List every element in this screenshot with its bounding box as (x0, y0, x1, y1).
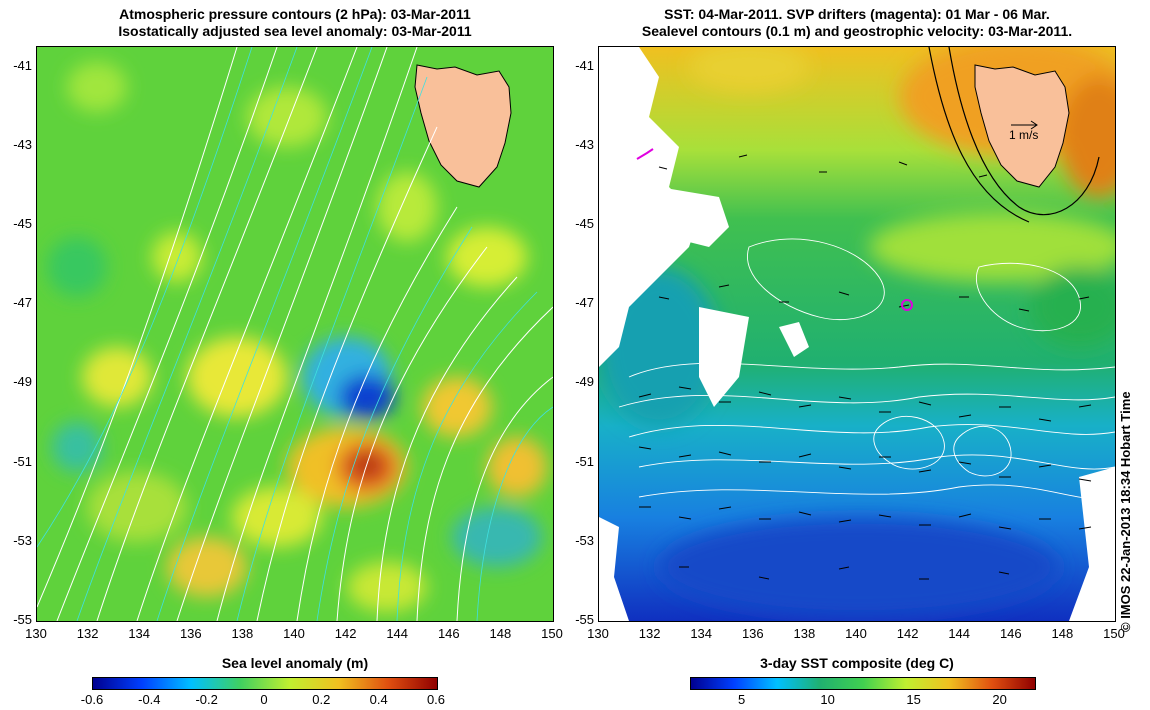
right-x-tick-label: 138 (793, 626, 816, 641)
right-colorbar-tick-label: 10 (820, 692, 835, 707)
velocity-arrows (638, 154, 1092, 580)
left-x-tick-label: 130 (25, 626, 47, 641)
right-map-title-line1: SST: 04-Mar-2011. SVP drifters (magenta)… (664, 6, 1050, 22)
right-colorbar-tick-label: 5 (737, 692, 746, 707)
right-x-tick-label: 136 (741, 626, 764, 641)
left-x-tick-label: 132 (76, 626, 99, 641)
left-colorbar-tick-label: 0.4 (369, 692, 388, 707)
left-x-tick-label: 144 (386, 626, 409, 641)
right-y-tick-label: -51 (575, 453, 594, 469)
left-x-tick-label: 140 (283, 626, 305, 641)
left-colorbar-title: Sea level anomaly (m) (221, 655, 369, 671)
copyright-notice: © IMOS 22-Jan-2013 18:34 Hobart Time (1118, 391, 1133, 632)
right-y-tick-label: -47 (575, 295, 594, 311)
cloud-mask (599, 47, 1115, 621)
left-colorbar (92, 677, 438, 690)
sea-level-anomaly-map-graphic (37, 47, 553, 621)
sst-map-graphic: 1 m/s (599, 47, 1115, 621)
left-x-tick-label: 136 (179, 626, 202, 641)
left-map-title-line2: Isostatically adjusted sea level anomaly… (118, 23, 472, 39)
right-colorbar-tick-label: 20 (992, 692, 1007, 707)
left-y-tick-label: -55 (13, 612, 32, 627)
right-x-tick-label: 150 (1103, 626, 1125, 641)
right-y-tick-label: -43 (575, 136, 594, 152)
right-x-tick-label: 142 (896, 626, 919, 641)
drifter-marker (901, 299, 913, 311)
left-x-tick-label: 150 (541, 626, 563, 641)
pressure-contours (37, 47, 553, 621)
left-y-tick-label: -53 (13, 532, 32, 548)
tasmania-land (414, 64, 512, 188)
right-colorbar (690, 677, 1036, 690)
right-x-tick-label: 146 (999, 626, 1022, 641)
sea-level-contours (618, 238, 1115, 500)
right-x-tick-label: 148 (1051, 626, 1074, 641)
left-map-title-line1: Atmospheric pressure contours (2 hPa): 0… (119, 6, 471, 22)
left-colorbar-tick-label: 0.6 (426, 692, 446, 707)
right-y-tick-label: -53 (575, 532, 594, 548)
sea-level-contours (37, 47, 553, 621)
left-y-tick-label: -47 (13, 295, 32, 311)
left-colorbar-tick-label: -0.2 (195, 692, 218, 707)
right-y-tick-label: -49 (575, 374, 594, 390)
right-x-tick-label: 130 (587, 626, 609, 641)
left-y-tick-label: -43 (13, 136, 32, 152)
sea-level-anomaly-map (36, 46, 554, 622)
right-map-title: SST: 04-Mar-2011. SVP drifters (magenta)… (598, 6, 1116, 40)
drifter-track (636, 148, 654, 160)
scale-arrow: 1 m/s (1009, 120, 1038, 142)
left-x-tick-label: 138 (231, 626, 254, 641)
right-y-tick-label: -55 (575, 612, 594, 627)
left-map-title: Atmospheric pressure contours (2 hPa): 0… (36, 6, 554, 40)
right-y-tick-label: -41 (575, 57, 594, 73)
right-x-tick-label: 144 (948, 626, 971, 641)
left-colorbar-tick-label: -0.4 (138, 692, 161, 707)
left-x-tick-label: 146 (437, 626, 460, 641)
left-colorbar-tick-label: 0.2 (312, 692, 331, 707)
scale-arrow-label: 1 m/s (1009, 128, 1038, 142)
right-map-title-line2: Sealevel contours (0.1 m) and geostrophi… (641, 23, 1073, 39)
sst-map: 1 m/s (598, 46, 1116, 622)
right-x-tick-label: 140 (845, 626, 867, 641)
left-x-tick-label: 142 (334, 626, 357, 641)
left-y-tick-label: -49 (13, 374, 32, 390)
left-colorbar-tick-label: 0 (260, 692, 268, 707)
left-y-tick-label: -51 (13, 453, 32, 469)
left-colorbar-tick-label: -0.6 (80, 692, 104, 707)
tasmania-land (974, 64, 1070, 188)
coast-contour (928, 47, 1100, 223)
left-y-tick-label: -45 (13, 216, 32, 232)
left-y-tick-label: -41 (13, 57, 32, 73)
left-x-tick-label: 148 (489, 626, 512, 641)
right-x-tick-label: 132 (638, 626, 661, 641)
right-y-tick-label: -45 (575, 216, 594, 232)
right-colorbar-tick-label: 15 (906, 692, 921, 707)
left-x-tick-label: 134 (128, 626, 151, 641)
right-colorbar-title: 3-day SST composite (deg C) (760, 655, 954, 671)
right-x-tick-label: 134 (690, 626, 713, 641)
